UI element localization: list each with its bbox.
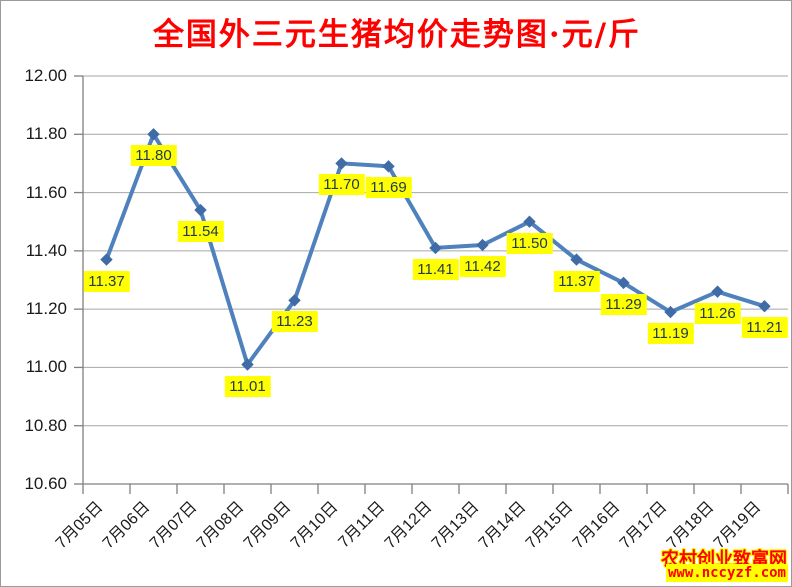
data-point-marker — [100, 253, 113, 266]
y-axis-label: 11.80 — [25, 124, 67, 144]
data-point-label: 11.54 — [177, 221, 224, 243]
data-point-marker — [194, 203, 207, 217]
data-point-label: 11.69 — [365, 177, 412, 199]
y-axis-label: 11.40 — [25, 240, 67, 260]
y-axis-label: 10.80 — [24, 415, 67, 435]
data-point-label: 11.21 — [741, 317, 788, 339]
data-point-label: 11.23 — [271, 311, 318, 333]
watermark-site-url: www.nccyzf.com — [665, 564, 788, 582]
data-point-label: 11.37 — [553, 270, 600, 292]
data-point-marker — [664, 305, 677, 319]
data-point-marker — [147, 128, 160, 141]
data-point-marker — [570, 253, 583, 266]
data-point-label: 11.37 — [83, 270, 130, 292]
data-point-marker — [617, 276, 630, 290]
data-point-label: 11.41 — [412, 258, 459, 280]
y-axis-label: 12.00 — [24, 66, 67, 85]
data-point-marker — [476, 238, 489, 252]
data-point-label: 11.26 — [694, 302, 741, 324]
y-axis-label: 11.00 — [25, 357, 67, 377]
data-point-marker — [241, 358, 254, 371]
data-point-label: 11.19 — [647, 323, 694, 345]
data-point-label: 11.50 — [506, 232, 553, 254]
y-axis-label: 11.20 — [25, 299, 67, 319]
data-point-label: 11.70 — [318, 174, 365, 196]
data-point-marker — [758, 300, 771, 313]
chart-title: 全国外三元生猪均价走势图·元/斤 — [152, 17, 642, 53]
data-point-marker — [429, 241, 442, 255]
y-axis-label: 10.60 — [24, 474, 67, 493]
data-point-marker — [382, 160, 395, 173]
data-point-label: 11.01 — [224, 375, 271, 397]
data-point-marker — [335, 157, 348, 170]
y-axis-label: 11.60 — [25, 182, 67, 202]
data-point-label: 11.80 — [130, 145, 177, 167]
data-point-marker — [523, 215, 536, 228]
data-point-label: 11.29 — [600, 293, 647, 315]
data-point-marker — [711, 285, 724, 298]
data-point-label: 11.42 — [459, 256, 506, 278]
data-point-marker — [288, 294, 301, 307]
